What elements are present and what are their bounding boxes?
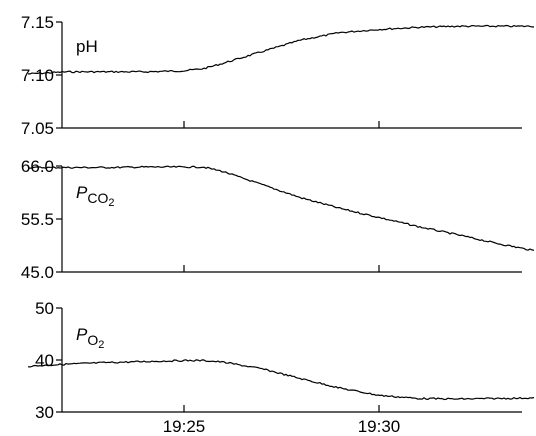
y-tick-label: 40 <box>35 351 54 370</box>
panel-1: 7.15 7.10 7.05 pH <box>21 13 535 138</box>
y-tick-label: 7.05 <box>21 119 54 138</box>
y-tick-label: 50 <box>35 299 54 318</box>
y-tick-label: 7.15 <box>21 13 54 32</box>
series-line-3 <box>27 359 535 401</box>
y-tick-label: 55.5 <box>21 210 54 229</box>
panel-label: PO2 <box>76 325 104 351</box>
y-tick-label: 45.0 <box>21 263 54 282</box>
panel-label: PCO2 <box>76 183 114 209</box>
y-tick-label: 7.10 <box>21 66 54 85</box>
series-line-1 <box>28 24 535 75</box>
series-line-2 <box>27 165 535 251</box>
x-tick-label: 19:25 <box>163 417 206 436</box>
panel-label: pH <box>76 37 98 56</box>
panel-3: 50 40 30 PO2 <box>27 299 535 422</box>
x-tick-label: 19:30 <box>358 417 401 436</box>
y-tick-label: 30 <box>35 403 54 422</box>
